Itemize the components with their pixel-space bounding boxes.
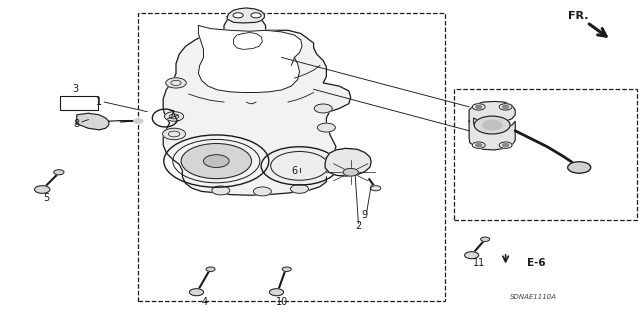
Circle shape bbox=[251, 13, 261, 18]
Circle shape bbox=[568, 162, 591, 173]
Polygon shape bbox=[325, 148, 371, 176]
Circle shape bbox=[371, 186, 381, 191]
Circle shape bbox=[476, 144, 482, 147]
Polygon shape bbox=[469, 101, 515, 150]
Circle shape bbox=[163, 128, 186, 140]
Circle shape bbox=[282, 267, 291, 271]
Circle shape bbox=[166, 78, 186, 88]
Circle shape bbox=[502, 144, 509, 147]
Circle shape bbox=[35, 186, 50, 193]
Circle shape bbox=[343, 168, 358, 176]
Circle shape bbox=[499, 142, 512, 148]
Bar bbox=[138, 13, 445, 301]
Circle shape bbox=[54, 170, 64, 175]
Circle shape bbox=[212, 186, 230, 195]
Circle shape bbox=[502, 105, 509, 108]
Text: 4: 4 bbox=[202, 297, 208, 308]
Text: SDNAE1110A: SDNAE1110A bbox=[510, 294, 557, 300]
Circle shape bbox=[164, 112, 184, 121]
Polygon shape bbox=[163, 16, 351, 195]
Text: FR.: FR. bbox=[568, 11, 588, 21]
Bar bbox=[454, 89, 637, 220]
Circle shape bbox=[233, 13, 243, 18]
Circle shape bbox=[253, 187, 271, 196]
Circle shape bbox=[474, 116, 510, 134]
Text: 10: 10 bbox=[275, 297, 288, 308]
Circle shape bbox=[499, 104, 512, 110]
Polygon shape bbox=[227, 8, 264, 23]
Circle shape bbox=[481, 237, 490, 241]
Circle shape bbox=[206, 267, 215, 271]
Circle shape bbox=[134, 119, 143, 123]
Circle shape bbox=[472, 104, 485, 110]
Circle shape bbox=[476, 105, 482, 108]
Circle shape bbox=[181, 144, 252, 179]
Text: 11: 11 bbox=[472, 258, 485, 268]
Circle shape bbox=[483, 120, 502, 130]
Text: 3: 3 bbox=[72, 84, 79, 94]
Circle shape bbox=[472, 142, 485, 148]
Polygon shape bbox=[198, 26, 302, 93]
Circle shape bbox=[204, 155, 229, 167]
Circle shape bbox=[317, 123, 335, 132]
Polygon shape bbox=[77, 113, 109, 130]
Text: 7: 7 bbox=[168, 110, 175, 120]
Circle shape bbox=[314, 104, 332, 113]
Circle shape bbox=[269, 289, 284, 296]
Text: 6: 6 bbox=[291, 166, 298, 176]
Text: 8: 8 bbox=[74, 119, 80, 130]
Circle shape bbox=[266, 149, 333, 182]
Text: 5: 5 bbox=[43, 193, 49, 203]
Text: 2: 2 bbox=[355, 221, 362, 232]
Text: 9: 9 bbox=[362, 210, 368, 220]
Circle shape bbox=[291, 184, 308, 193]
Bar bbox=[60, 96, 98, 110]
Circle shape bbox=[465, 252, 479, 259]
Text: E-6: E-6 bbox=[527, 258, 545, 268]
Text: 1: 1 bbox=[96, 97, 102, 107]
Circle shape bbox=[189, 289, 204, 296]
